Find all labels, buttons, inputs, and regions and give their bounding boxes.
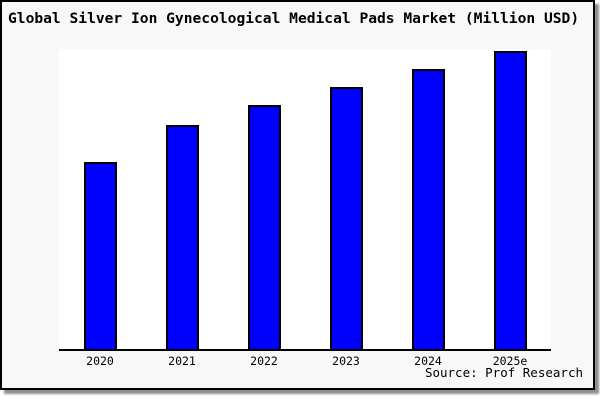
x-tick-label-2020: 2020 [86, 354, 114, 368]
bar-2023 [329, 87, 363, 349]
bar-slot-2020 [59, 49, 141, 349]
bar-slot-2022 [223, 49, 305, 349]
x-tick-label-2024: 2024 [414, 354, 442, 368]
bar-2025e [493, 50, 527, 349]
bar-slot-2023 [305, 49, 387, 349]
bar-slot-2021 [141, 49, 223, 349]
x-axis-labels: 2020 2021 2022 2023 2024 2025e [59, 354, 551, 368]
x-tick-label-2023: 2023 [332, 354, 360, 368]
bar-slot-2024 [387, 49, 469, 349]
bar-2022 [247, 105, 281, 349]
plot-area [59, 49, 551, 351]
x-tick-label-2021: 2021 [168, 354, 196, 368]
chart-title: Global Silver Ion Gynecological Medical … [8, 10, 580, 27]
x-tick-label-2022: 2022 [250, 354, 278, 368]
bar-2024 [411, 69, 445, 349]
bar-2021 [165, 125, 199, 349]
chart-figure: Global Silver Ion Gynecological Medical … [0, 0, 595, 390]
bar-slot-2025e [469, 49, 551, 349]
bars-container [59, 49, 551, 349]
source-label: Source: Prof Research [424, 365, 583, 380]
x-tick-label-2025e: 2025e [492, 354, 528, 368]
bar-2020 [83, 161, 117, 349]
